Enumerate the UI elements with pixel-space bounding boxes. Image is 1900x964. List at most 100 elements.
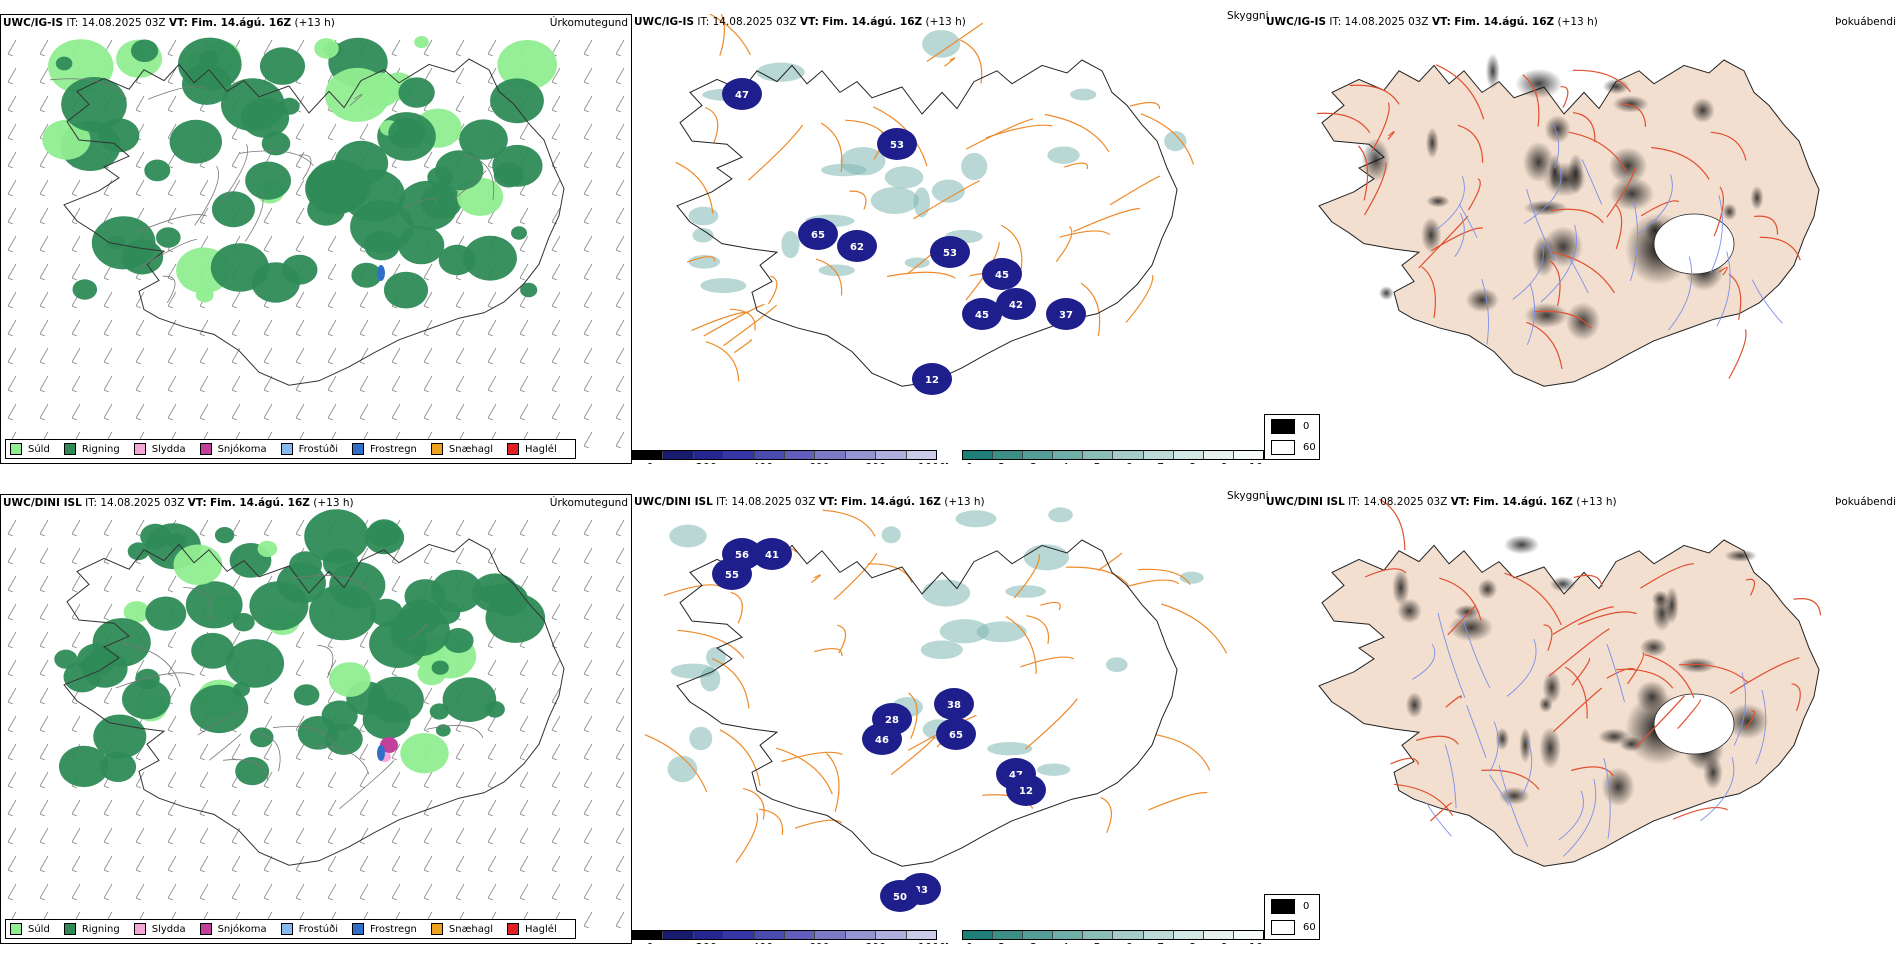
wind-barb [583, 771, 593, 789]
legend-label: Frostregn [370, 923, 417, 935]
road-line [1073, 207, 1141, 233]
legend-label: Snjókoma [217, 923, 267, 935]
wind-barb [391, 375, 401, 393]
wind-barb [615, 855, 625, 873]
wind-barb [231, 151, 241, 169]
river-line [1481, 278, 1489, 345]
wind-barb [519, 659, 529, 677]
wind-barb [583, 347, 593, 365]
legend-item: Snæhagl [430, 443, 494, 455]
legend-label: Snæhagl [448, 443, 494, 455]
fog-layer [1316, 53, 1820, 387]
legend-swatch [63, 443, 76, 455]
road-line [239, 150, 314, 166]
road-line [1548, 259, 1561, 307]
wind-barb [103, 403, 113, 421]
wind-barb [615, 743, 625, 761]
fog-area [1722, 203, 1737, 221]
wind-barb [71, 575, 81, 593]
vt-label: VT: [168, 17, 188, 29]
fog-index-panel: UWC/DINI ISL IT: 14.08.2025 03Z VT: Fim.… [1264, 494, 1900, 944]
cloud-base-label: 38 [947, 700, 961, 711]
wind-barb [423, 855, 433, 873]
precip-area [420, 184, 463, 220]
precip-area [309, 584, 377, 641]
wind-barb [71, 263, 81, 281]
wind-barb [71, 547, 81, 565]
cloud-base-cell [752, 538, 792, 570]
cloud-base-cell [962, 298, 1002, 330]
wind-barb [103, 827, 113, 845]
wind-barb [487, 855, 497, 873]
precip-area [443, 628, 474, 653]
wind-barb [391, 827, 401, 845]
wind-barb [551, 799, 561, 817]
fog-legend-row: 0 [1271, 899, 1309, 914]
precip-area [497, 40, 557, 90]
low-visibility-area [1047, 146, 1080, 164]
colorbar-step [993, 451, 1024, 459]
precip-area [314, 38, 339, 59]
lead-time: (+13 h) [944, 496, 985, 508]
wind-barb [167, 855, 177, 873]
low-visibility-area [922, 579, 971, 607]
model-row: UWC/DINI ISL IT: 14.08.2025 03Z VT: Fim.… [0, 490, 1900, 964]
wind-barb [327, 123, 337, 141]
road-line [147, 85, 208, 100]
wind-barb [135, 883, 145, 901]
wind-barb [519, 743, 529, 761]
wind-barb [327, 855, 337, 873]
road-line [1573, 574, 1603, 588]
it-value: 14.08.2025 03Z [1344, 16, 1429, 28]
wind-barb [295, 235, 305, 253]
colorbar-tick: 1000 [918, 941, 946, 944]
road-line [1568, 131, 1627, 172]
cloud-height-panel: 47 53 65 62 53 45 42 37 12 45 UWC/IG-IS IT: 14.08… [632, 14, 1264, 464]
road-line [223, 759, 269, 782]
fog-map [1316, 53, 1820, 387]
wind-barb [199, 799, 209, 817]
panel-header: UWC/IG-IS IT: 14.08.2025 03Z VT: Fim. 14… [1266, 16, 1598, 28]
model-name: UWC/DINI ISL [634, 496, 713, 508]
wind-barb [135, 291, 145, 309]
road-line [822, 509, 876, 537]
road-line [1001, 224, 1023, 271]
wind-barb [583, 743, 593, 761]
road-line [1552, 687, 1603, 733]
legend-swatch [507, 923, 520, 935]
wind-barb [263, 519, 273, 537]
wind-barb [71, 375, 81, 393]
precip-area [144, 159, 171, 182]
colorbar-tick: 3 [1030, 461, 1037, 464]
visibility-colorbar [962, 930, 1264, 940]
precip-area [492, 144, 543, 187]
river-line [1716, 251, 1731, 327]
precip-area [61, 77, 127, 132]
wind-barb [615, 771, 625, 789]
fog-area [1544, 115, 1571, 144]
wind-barb [167, 207, 177, 225]
wind-barb [487, 347, 497, 365]
river-line [1667, 256, 1693, 331]
wind-barb [423, 347, 433, 365]
colorbar-tick: 400 [752, 941, 773, 944]
precip-area [99, 751, 137, 782]
it-label: IT: [85, 497, 98, 509]
low-visibility-area [821, 163, 867, 177]
legend-item: Haglél [507, 443, 557, 455]
road-line [1504, 572, 1562, 626]
wind-barb [7, 291, 17, 309]
wind-barb [551, 827, 561, 845]
road-line [1421, 266, 1436, 318]
cloud-base-cell [712, 558, 752, 590]
wind-barb [199, 179, 209, 197]
road-line [908, 692, 918, 739]
wind-barb [103, 519, 113, 537]
legend-label: Súld [28, 443, 50, 455]
colorbar-tick: 9 [1221, 461, 1228, 464]
road-line [1429, 802, 1453, 822]
wind-barb [199, 375, 209, 393]
road-line [886, 271, 956, 279]
legend-label: Frostregn [370, 443, 417, 455]
river-line [1755, 689, 1767, 765]
